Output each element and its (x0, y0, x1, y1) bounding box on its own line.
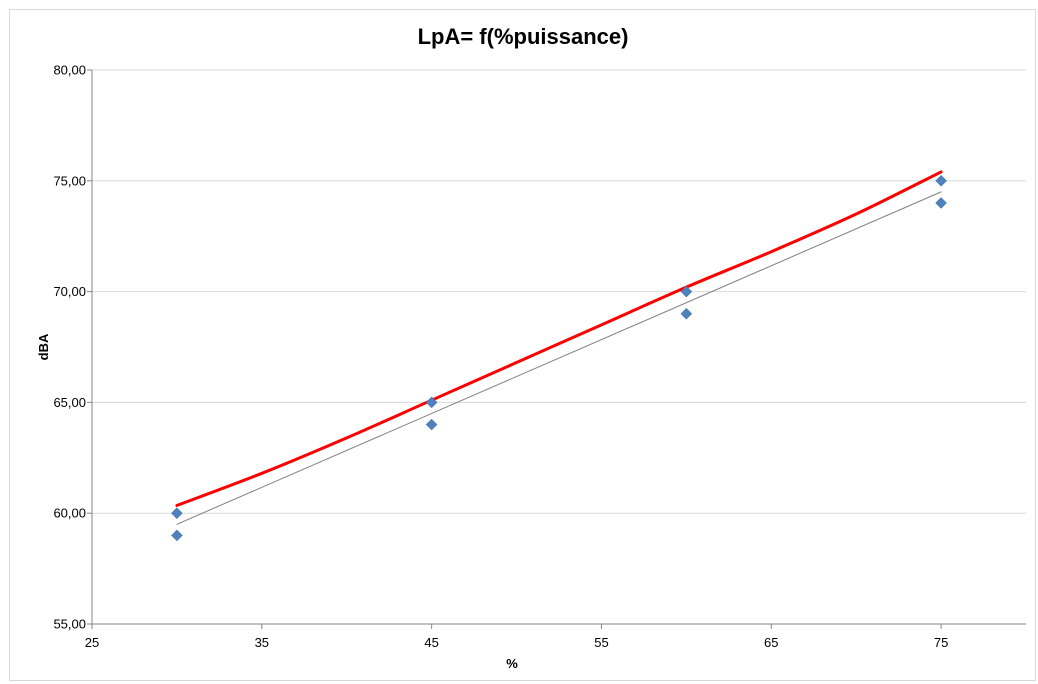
x-tick-label-3: 55 (594, 635, 608, 650)
data-point-3 (425, 418, 438, 431)
x-tick-label-1: 35 (255, 635, 269, 650)
data-point-7 (935, 197, 947, 209)
data-point-4 (680, 285, 693, 298)
x-tick-label-0: 25 (85, 635, 99, 650)
y-tick-label-5: 80,00 (53, 63, 86, 78)
data-point-5 (680, 307, 693, 320)
y-axis-label: dBA (36, 333, 51, 360)
data-point-1 (171, 529, 183, 542)
series-line-1 (175, 170, 943, 507)
y-tick-label-2: 65,00 (53, 395, 86, 410)
x-tick-label-5: 75 (934, 635, 948, 650)
series-lines (175, 170, 943, 525)
chart-title: LpA= f(%puissance) (418, 24, 629, 49)
y-tick-label-1: 60,00 (53, 506, 86, 521)
chart-frame (9, 9, 1036, 681)
y-tick-labels: 55,00 60,00 65,00 70,00 75,00 80,00 (53, 63, 86, 632)
x-tick-labels: 25 35 45 55 65 75 (85, 635, 949, 650)
data-point-6 (935, 174, 947, 187)
x-tick-label-2: 45 (424, 635, 438, 650)
x-axis-label: % (506, 656, 518, 671)
series-line-2 (176, 191, 942, 525)
gridlines (92, 69, 1026, 514)
x-tick-label-4: 65 (764, 635, 778, 650)
axes (87, 69, 1026, 629)
y-tick-label-4: 75,00 (53, 173, 86, 188)
y-tick-label-0: 55,00 (53, 617, 86, 632)
data-points (171, 174, 947, 542)
data-point-0 (171, 507, 183, 520)
data-point-2 (425, 396, 438, 409)
y-tick-label-3: 70,00 (53, 284, 86, 299)
